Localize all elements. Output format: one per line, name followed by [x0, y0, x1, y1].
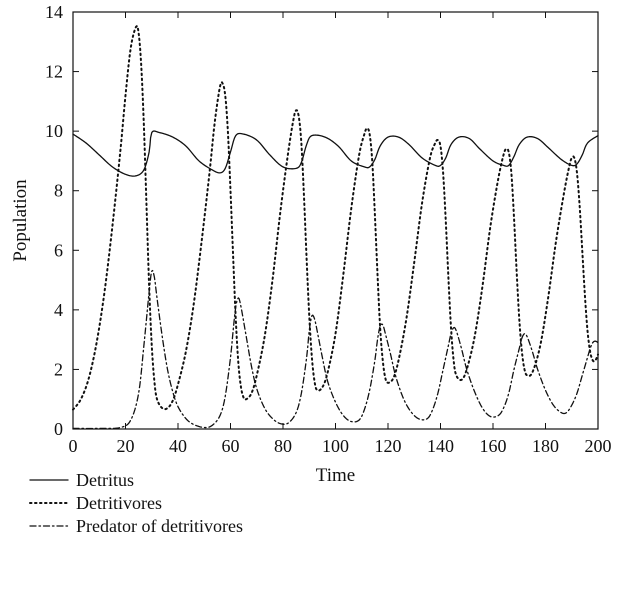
- x-tick-label: 20: [117, 436, 135, 456]
- y-tick-label: 2: [54, 359, 63, 379]
- x-axis-title: Time: [316, 465, 355, 486]
- legend-label-detritus: Detritus: [76, 470, 134, 490]
- x-tick-label: 200: [585, 436, 612, 456]
- x-tick-label: 0: [69, 436, 78, 456]
- y-tick-label: 0: [54, 419, 63, 439]
- x-tick-label: 40: [169, 436, 187, 456]
- legend-label-detritivores: Detritivores: [76, 493, 162, 513]
- y-tick-label: 6: [54, 240, 63, 260]
- y-axis-title: Population: [10, 179, 31, 262]
- axis-ticks: 0 20 40 60 80 100 120 140 160 180 200 0 2 4 6 8 10 12 14: [45, 2, 612, 456]
- x-tick-label: 120: [375, 436, 402, 456]
- y-tick-label: 12: [45, 62, 63, 82]
- x-tick-label: 180: [532, 436, 559, 456]
- series-line-predator-of-detritivores: [72, 269, 599, 430]
- series-layer: [72, 24, 599, 430]
- y-tick-label: 14: [45, 2, 63, 22]
- legend-label-predator: Predator of detritivores: [76, 516, 243, 536]
- x-tick-label: 100: [322, 436, 349, 456]
- plot-frame: [72, 11, 599, 430]
- x-tick-label: 160: [480, 436, 507, 456]
- x-tick-label: 140: [427, 436, 454, 456]
- x-tick-label: 80: [274, 436, 292, 456]
- y-tick-label: 4: [54, 300, 63, 320]
- x-tick-label: 60: [222, 436, 240, 456]
- series-line-detritus: [72, 130, 599, 177]
- y-tick-label: 8: [54, 181, 63, 201]
- legend: Detritus Detritivores Predator of detrit…: [29, 470, 243, 536]
- series-line-detritivores: [72, 24, 599, 411]
- y-tick-label: 10: [45, 121, 63, 141]
